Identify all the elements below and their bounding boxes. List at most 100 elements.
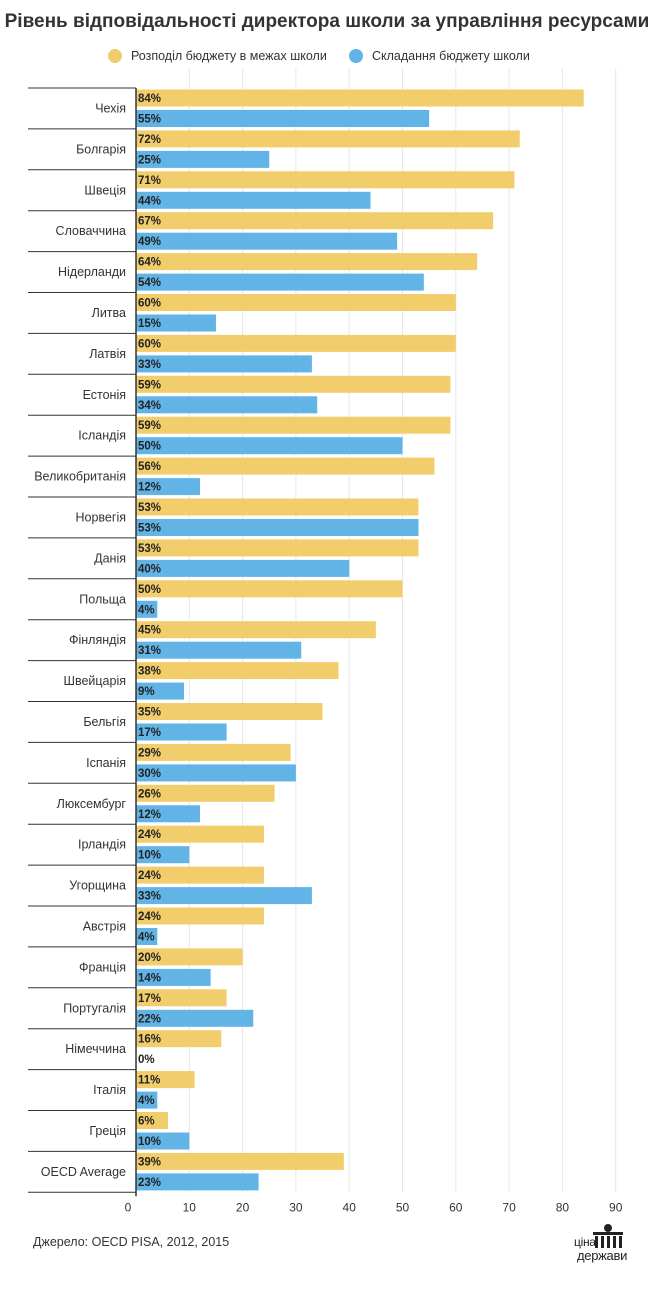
chart-title: Рівень відповідальності директора школи …	[4, 11, 650, 32]
data-label: 55%	[138, 114, 161, 126]
data-label: 54%	[138, 277, 161, 289]
data-label: 59%	[138, 379, 161, 391]
category-label: Бельгія	[83, 715, 126, 729]
data-label: 9%	[138, 686, 155, 698]
data-label: 25%	[138, 154, 161, 166]
logo-mark-icon	[593, 1224, 623, 1248]
logo-text-top: ціна	[574, 1235, 596, 1249]
data-label: 67%	[138, 216, 161, 228]
category-label: Греція	[89, 1124, 126, 1138]
x-tick-label: 50	[396, 1200, 410, 1214]
bar	[136, 703, 323, 720]
bar	[136, 825, 264, 843]
data-label: 31%	[138, 645, 161, 657]
bar	[136, 150, 270, 168]
data-label: 22%	[138, 1013, 161, 1025]
bar	[136, 416, 451, 434]
category-label: Австрія	[83, 919, 126, 933]
data-label: 49%	[138, 236, 161, 248]
bar	[136, 989, 227, 1007]
data-label: 16%	[138, 1034, 161, 1046]
category-label: Швеція	[84, 183, 126, 197]
bar	[136, 580, 403, 598]
data-label: 0%	[138, 1054, 155, 1066]
category-label: Німеччина	[65, 1042, 126, 1056]
data-label: 35%	[138, 707, 161, 719]
data-label: 12%	[138, 482, 161, 494]
category-label: Латвія	[89, 347, 126, 361]
data-label: 64%	[138, 257, 161, 269]
data-label: 4%	[138, 1095, 155, 1107]
data-label: 53%	[138, 543, 161, 555]
x-tick-label: 60	[449, 1200, 463, 1214]
bar	[136, 600, 158, 618]
data-label: 56%	[138, 461, 161, 473]
legend: Розподіл бюджету в межах школи Складання…	[0, 49, 654, 67]
data-label: 53%	[138, 523, 161, 535]
bar	[136, 723, 227, 741]
data-label: 30%	[138, 768, 161, 780]
bar	[136, 273, 424, 291]
legend-label-series2: Складання бюджету школи	[372, 49, 530, 63]
bar	[136, 846, 190, 864]
x-tick-label: 40	[343, 1200, 357, 1214]
data-label: 72%	[138, 134, 161, 146]
bar	[136, 907, 264, 925]
category-label: Франція	[79, 960, 126, 974]
legend-swatch-series1	[108, 49, 122, 63]
bar	[136, 498, 419, 516]
data-label: 17%	[138, 727, 161, 739]
data-label: 4%	[138, 604, 155, 616]
data-label: 53%	[138, 502, 161, 514]
bar	[136, 253, 478, 271]
bar	[136, 1071, 195, 1089]
category-label: Нідерланди	[58, 265, 126, 279]
bar	[136, 1030, 222, 1048]
data-label: 84%	[138, 93, 161, 105]
x-tick-label: 20	[236, 1200, 250, 1214]
data-label: 50%	[138, 441, 161, 453]
logo-text-bottom: держави	[577, 1248, 628, 1263]
category-label: Естонія	[83, 388, 126, 402]
bar	[136, 1112, 168, 1129]
data-label: 20%	[138, 952, 161, 964]
data-label: 10%	[138, 1136, 161, 1148]
category-label: Словаччина	[56, 224, 127, 238]
legend-item-series2: Складання бюджету школи	[349, 49, 530, 63]
data-label: 59%	[138, 420, 161, 432]
category-label: Ісландія	[78, 429, 126, 443]
bar	[136, 1009, 254, 1027]
category-label: Норвегія	[76, 510, 127, 524]
category-label: Швейцарія	[64, 674, 127, 688]
category-label: Данія	[94, 551, 126, 565]
data-label: 26%	[138, 788, 161, 800]
data-label: 6%	[138, 1116, 155, 1128]
x-tick-label: 0	[125, 1200, 132, 1214]
bar	[136, 1173, 259, 1191]
category-label: OECD Average	[41, 1165, 126, 1179]
bar	[136, 396, 318, 414]
data-label: 24%	[138, 829, 161, 841]
bar	[136, 743, 291, 761]
bar	[136, 866, 264, 884]
category-label: Люксембург	[57, 797, 127, 811]
x-tick-label: 90	[609, 1200, 623, 1214]
data-label: 11%	[138, 1075, 160, 1087]
bar	[136, 171, 515, 189]
bar	[136, 968, 211, 986]
bar	[136, 130, 520, 148]
source-note: Джерело: OECD PISA, 2012, 2015	[33, 1235, 230, 1249]
logo: ціна держави	[571, 1222, 637, 1268]
data-label: 39%	[138, 1156, 161, 1168]
data-label: 45%	[138, 625, 161, 637]
bar	[136, 764, 296, 782]
bar	[136, 559, 350, 577]
data-label: 33%	[138, 891, 161, 903]
data-label: 33%	[138, 359, 161, 371]
x-tick-label: 30	[289, 1200, 303, 1214]
data-label: 12%	[138, 809, 161, 821]
bar	[136, 519, 419, 536]
data-label: 10%	[138, 850, 161, 862]
bar	[136, 110, 430, 127]
